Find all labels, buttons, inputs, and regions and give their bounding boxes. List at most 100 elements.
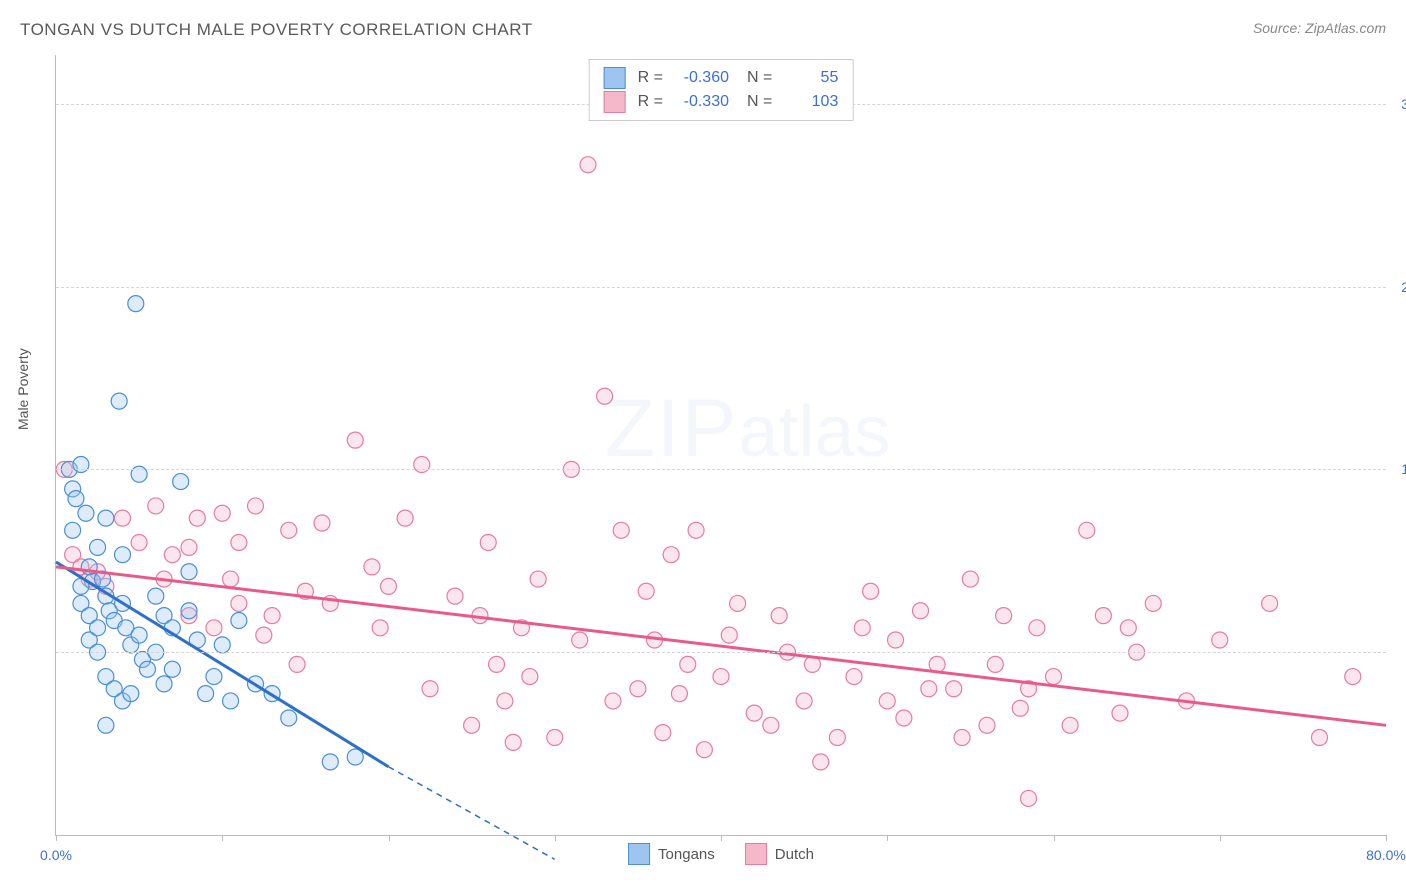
ytick-label: 30.0% — [1391, 96, 1406, 112]
data-point — [148, 498, 164, 514]
data-point — [630, 681, 646, 697]
trend-line — [56, 562, 389, 767]
data-point — [580, 157, 596, 173]
data-point — [987, 656, 1003, 672]
data-point — [813, 754, 829, 770]
data-point — [1212, 632, 1228, 648]
data-point — [522, 669, 538, 685]
gridline — [56, 287, 1386, 288]
data-point — [597, 388, 613, 404]
data-point — [78, 505, 94, 521]
data-point — [996, 608, 1012, 624]
data-point — [248, 498, 264, 514]
data-point — [206, 620, 222, 636]
data-point — [447, 588, 463, 604]
data-point — [1095, 608, 1111, 624]
plot-svg — [56, 55, 1386, 835]
data-point — [231, 595, 247, 611]
data-point — [721, 627, 737, 643]
data-point — [863, 583, 879, 599]
data-point — [115, 510, 131, 526]
xtick — [555, 835, 556, 841]
data-point — [888, 632, 904, 648]
data-point — [214, 637, 230, 653]
swatch-tongans — [604, 67, 626, 89]
data-point — [663, 547, 679, 563]
data-point — [1029, 620, 1045, 636]
legend: Tongans Dutch — [628, 843, 814, 865]
data-point — [671, 686, 687, 702]
stat-n-dutch: 103 — [780, 90, 838, 114]
stat-n-label: N = — [747, 90, 772, 114]
data-point — [713, 669, 729, 685]
xtick — [1054, 835, 1055, 841]
data-point — [181, 539, 197, 555]
stat-r-tongans: -0.360 — [671, 66, 729, 90]
data-point — [223, 571, 239, 587]
data-point — [846, 669, 862, 685]
data-point — [198, 686, 214, 702]
xtick — [1386, 835, 1387, 841]
data-point — [156, 676, 172, 692]
data-point — [655, 725, 671, 741]
data-point — [173, 474, 189, 490]
legend-swatch-tongans — [628, 843, 650, 865]
legend-label-tongans: Tongans — [658, 846, 715, 863]
xtick — [222, 835, 223, 841]
xtick — [887, 835, 888, 841]
data-point — [605, 693, 621, 709]
data-point — [111, 393, 127, 409]
data-point — [148, 588, 164, 604]
data-point — [231, 535, 247, 551]
xtick — [1220, 835, 1221, 841]
data-point — [1112, 705, 1128, 721]
data-point — [65, 522, 81, 538]
ytick-label: 22.5% — [1391, 279, 1406, 295]
data-point — [90, 620, 106, 636]
data-point — [572, 632, 588, 648]
xtick-label: 0.0% — [40, 847, 72, 863]
stat-r-dutch: -0.330 — [671, 90, 729, 114]
stat-r-label: R = — [638, 66, 663, 90]
data-point — [854, 620, 870, 636]
legend-swatch-dutch — [745, 843, 767, 865]
data-point — [638, 583, 654, 599]
chart-area: ZIPatlas R = -0.360 N = 55 R = -0.330 N … — [55, 55, 1386, 836]
trend-line-dashed — [389, 767, 555, 860]
data-point — [1262, 595, 1278, 611]
data-point — [223, 693, 239, 709]
data-point — [505, 734, 521, 750]
data-point — [1120, 620, 1136, 636]
data-point — [829, 730, 845, 746]
data-point — [68, 491, 84, 507]
data-point — [264, 608, 280, 624]
legend-item-dutch: Dutch — [745, 843, 814, 865]
stat-n-label: N = — [747, 66, 772, 90]
data-point — [214, 505, 230, 521]
data-point — [139, 661, 155, 677]
y-axis-label: Male Poverty — [15, 348, 31, 430]
data-point — [1312, 730, 1328, 746]
data-point — [364, 559, 380, 575]
data-point — [372, 620, 388, 636]
data-point — [913, 603, 929, 619]
data-point — [181, 564, 197, 580]
data-point — [115, 547, 131, 563]
data-point — [480, 535, 496, 551]
data-point — [397, 510, 413, 526]
data-point — [896, 710, 912, 726]
data-point — [181, 603, 197, 619]
data-point — [962, 571, 978, 587]
data-point — [422, 681, 438, 697]
stats-row-tongans: R = -0.360 N = 55 — [604, 66, 839, 90]
stats-box: R = -0.360 N = 55 R = -0.330 N = 103 — [589, 59, 854, 121]
data-point — [746, 705, 762, 721]
swatch-dutch — [604, 91, 626, 113]
data-point — [281, 710, 297, 726]
data-point — [921, 681, 937, 697]
data-point — [1046, 669, 1062, 685]
data-point — [131, 535, 147, 551]
data-point — [497, 693, 513, 709]
data-point — [256, 627, 272, 643]
data-point — [954, 730, 970, 746]
